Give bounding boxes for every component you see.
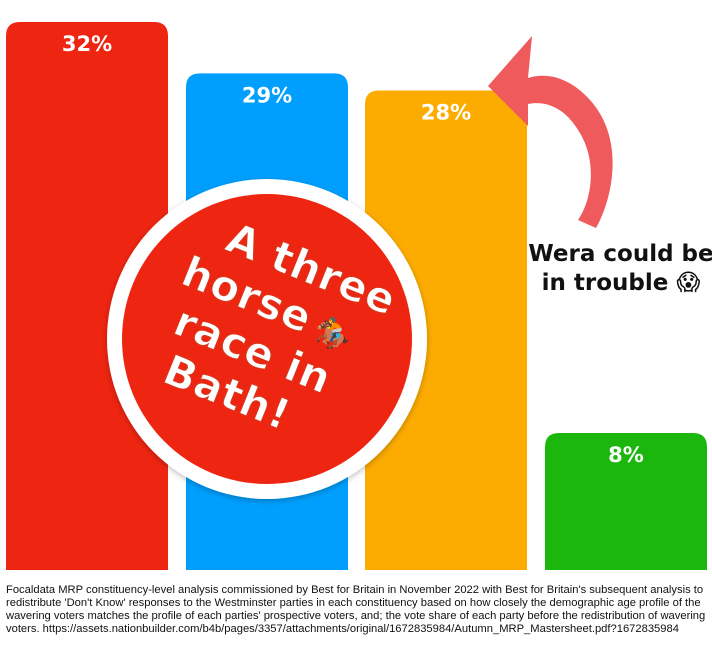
badge-circle <box>122 194 412 484</box>
bar-value-label-3: 28% <box>421 101 471 125</box>
bar-value-label-1: 32% <box>62 32 112 56</box>
bar-value-label-4: 8% <box>608 443 644 467</box>
callout: Wera could be in trouble 😱 <box>528 241 712 296</box>
bar-4 <box>545 433 707 570</box>
callout-line-2: in trouble 😱 <box>542 270 701 296</box>
bar-3 <box>365 90 527 570</box>
value-labels-layer: 32% 29% 28% 8% <box>62 32 644 467</box>
bar-value-label-2: 29% <box>242 83 292 107</box>
bar-1 <box>6 22 168 570</box>
badge: A three horse 🏇 race in Bath! <box>107 179 427 499</box>
source-footnote: Focaldata MRP constituency-level analysi… <box>6 584 706 635</box>
curved-arrow-icon <box>488 36 613 228</box>
callout-line-1: Wera could be <box>528 241 712 267</box>
